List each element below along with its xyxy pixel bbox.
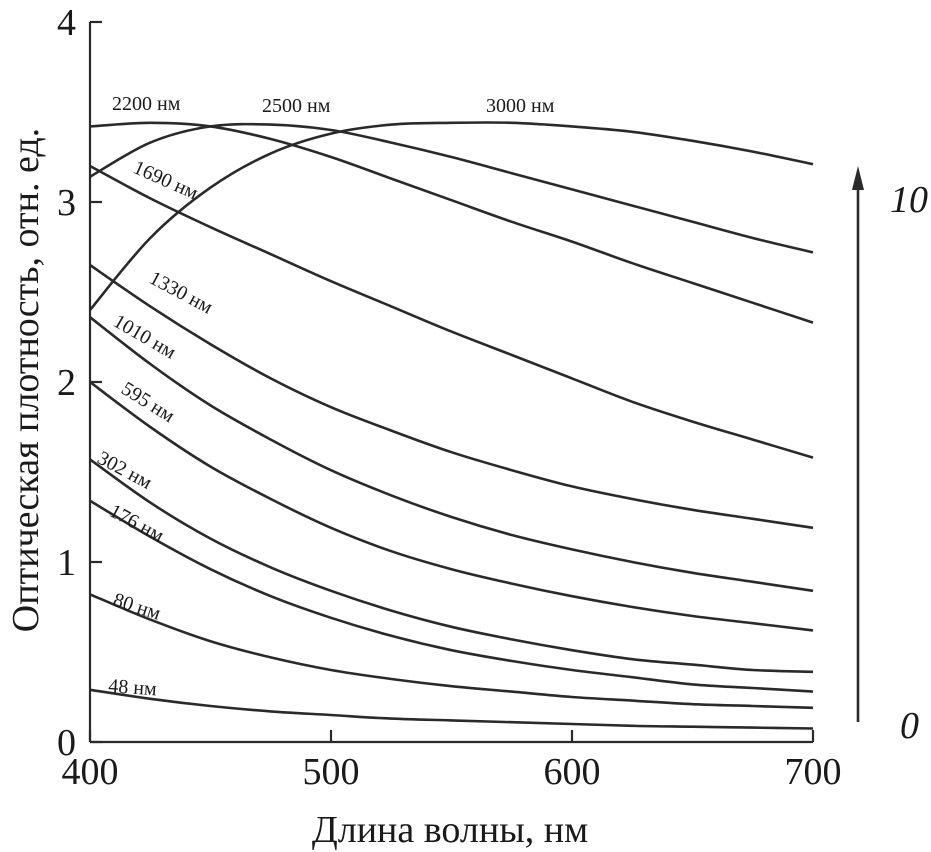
series-line-48-нм	[89, 688, 814, 730]
thickness-arrow: 10 0	[852, 166, 928, 747]
series-label: 595 нм	[117, 378, 178, 428]
x-tick-label: 700	[785, 751, 842, 793]
series-line-80-нм	[89, 593, 814, 710]
series-label: 48 нм	[108, 675, 158, 700]
x-tick-label: 400	[62, 751, 119, 793]
series-line-3000-нм	[89, 121, 814, 311]
series-label: 302 нм	[94, 447, 156, 494]
y-axis-title: Оптическая плотность, отн. ед.	[5, 128, 47, 632]
y-tick-label: 2	[57, 362, 76, 404]
x-tick-label: 600	[544, 751, 601, 793]
arrow-label-bottom: 0	[900, 705, 919, 747]
series-line-595-нм	[89, 380, 814, 632]
series-line-1330-нм	[89, 263, 814, 530]
series-label: 2500 нм	[262, 95, 331, 117]
y-tick-label: 1	[57, 542, 76, 584]
curves	[89, 121, 814, 730]
arrow-label-top: 10	[890, 179, 928, 221]
axes	[88, 22, 813, 744]
series-label: 80 нм	[110, 589, 163, 625]
y-tick-label: 3	[57, 182, 76, 224]
series-line-176-нм	[89, 499, 814, 693]
series-label: 1690 нм	[130, 156, 202, 204]
x-axis-title: Длина волны, нм	[312, 809, 588, 851]
series-line-1690-нм	[89, 164, 814, 459]
series-line-302-нм	[89, 458, 814, 674]
ticks: 400 500 600 700 0 1 2 3 4	[57, 2, 842, 793]
arrow-head-icon	[852, 166, 864, 190]
y-tick-label: 4	[57, 2, 76, 44]
series-line-2500-нм	[89, 122, 814, 254]
y-tick-label: 0	[57, 722, 76, 764]
series-line-1010-нм	[89, 316, 814, 593]
series-label: 3000 нм	[486, 95, 555, 117]
series-label: 2200 нм	[112, 93, 181, 115]
x-tick-label: 500	[303, 751, 360, 793]
